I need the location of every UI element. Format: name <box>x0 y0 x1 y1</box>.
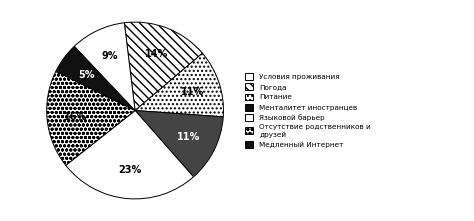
Text: 16%: 16% <box>64 112 87 122</box>
Text: 11%: 11% <box>177 132 201 142</box>
Wedge shape <box>135 53 223 117</box>
Wedge shape <box>47 71 135 165</box>
Text: 5%: 5% <box>79 70 95 80</box>
Wedge shape <box>135 110 223 177</box>
Text: 9%: 9% <box>101 51 118 61</box>
Legend: Условия проживания, Погода, Питание, Менталитет иностранцев, Языковой барьер, От: Условия проживания, Погода, Питание, Мен… <box>245 73 371 148</box>
Text: 11%: 11% <box>181 87 204 97</box>
Text: 14%: 14% <box>146 50 169 59</box>
Wedge shape <box>74 23 135 110</box>
Wedge shape <box>124 22 202 110</box>
Text: 23%: 23% <box>118 165 141 175</box>
Wedge shape <box>66 110 193 199</box>
Wedge shape <box>56 46 135 110</box>
